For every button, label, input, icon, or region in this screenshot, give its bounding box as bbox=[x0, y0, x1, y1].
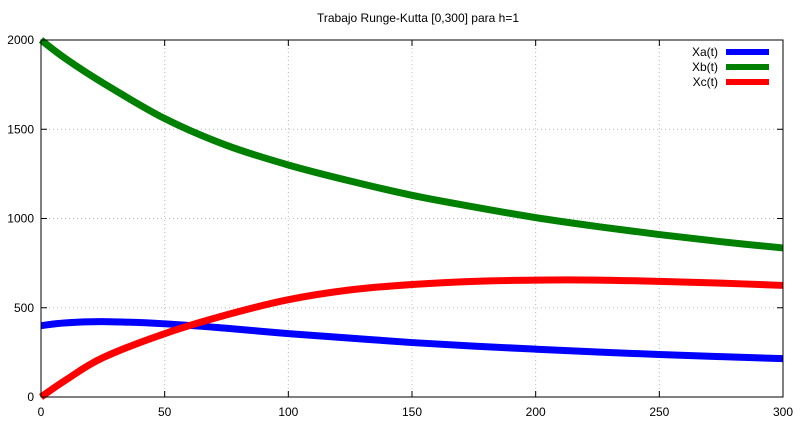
y-tick-label: 0 bbox=[27, 390, 34, 404]
x-tick-label: 200 bbox=[526, 405, 546, 419]
x-tick-label: 50 bbox=[158, 405, 172, 419]
y-tick-label: 500 bbox=[14, 301, 34, 315]
series-group bbox=[38, 37, 784, 400]
legend-label: Xc(t) bbox=[693, 75, 718, 89]
y-tick-label: 1000 bbox=[7, 212, 34, 226]
x-tick-label: 150 bbox=[402, 405, 422, 419]
y-tick-label: 2000 bbox=[7, 33, 34, 47]
y-tick-label: 1500 bbox=[7, 122, 34, 136]
legend-label: Xb(t) bbox=[692, 60, 718, 74]
x-tick-label: 100 bbox=[278, 405, 298, 419]
series-line-xb-t bbox=[38, 37, 784, 252]
ticks: 0 50 100 150 200 250 300 0 500 1000 1500 2000 bbox=[7, 33, 793, 419]
x-tick-label: 300 bbox=[773, 405, 793, 419]
x-tick-label: 0 bbox=[38, 405, 45, 419]
series-line-xa-t bbox=[40, 318, 784, 363]
x-tick-label: 250 bbox=[649, 405, 669, 419]
series-line-xc-t bbox=[39, 276, 784, 400]
legend-label: Xa(t) bbox=[692, 45, 718, 59]
legend: Xa(t)Xb(t)Xc(t) bbox=[692, 45, 769, 89]
chart-title: Trabajo Runge-Kutta [0,300] para h=1 bbox=[317, 11, 519, 25]
